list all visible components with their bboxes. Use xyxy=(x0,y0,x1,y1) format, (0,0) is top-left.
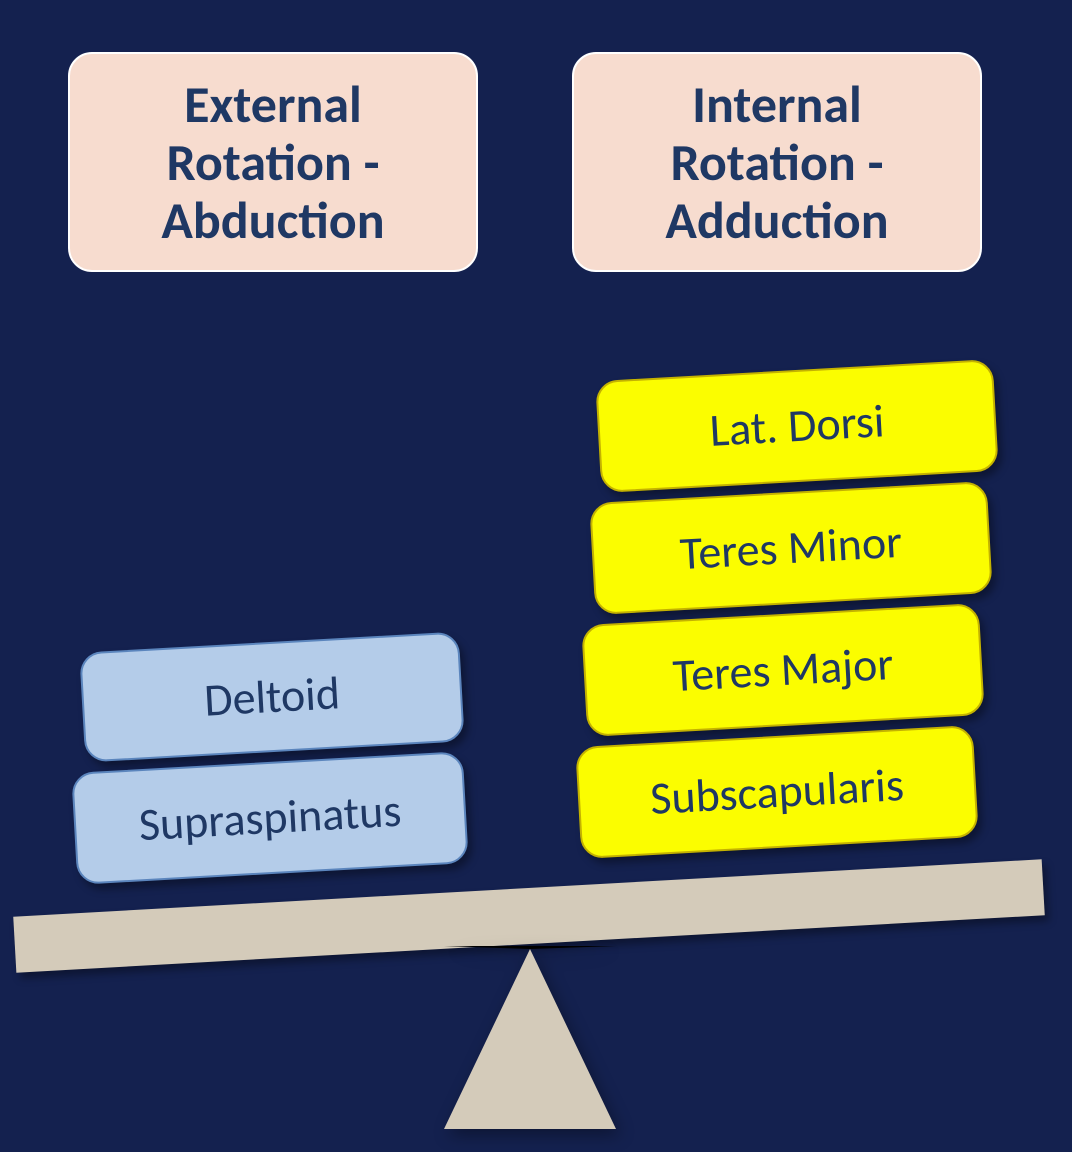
muscle-subscapularis: Subscapularis xyxy=(575,725,979,859)
muscle-teres-minor-label: Teres Minor xyxy=(678,514,903,582)
muscle-lat-dorsi: Lat. Dorsi xyxy=(595,359,999,493)
seesaw-fulcrum xyxy=(444,946,616,1129)
header-right-line3: Adduction xyxy=(665,188,888,252)
muscle-teres-minor: Teres Minor xyxy=(589,481,993,615)
muscle-teres-major: Teres Major xyxy=(581,603,985,737)
muscle-deltoid: Deltoid xyxy=(79,631,465,762)
muscle-supraspinatus-label: Supraspinatus xyxy=(137,783,402,854)
header-left-line1: External xyxy=(184,72,362,136)
header-right-line1: Internal xyxy=(692,72,862,136)
header-external-rotation: External Rotation - Abduction xyxy=(68,52,478,272)
header-right-line2: Rotation - xyxy=(670,130,883,194)
muscle-supraspinatus: Supraspinatus xyxy=(71,751,469,885)
muscle-lat-dorsi-label: Lat. Dorsi xyxy=(708,393,886,459)
header-left-line2: Rotation - xyxy=(166,130,379,194)
muscle-subscapularis-label: Subscapularis xyxy=(649,757,906,827)
muscle-deltoid-label: Deltoid xyxy=(203,665,342,728)
header-left-line3: Abduction xyxy=(161,188,384,252)
header-internal-rotation: Internal Rotation - Adduction xyxy=(572,52,982,272)
muscle-teres-major-label: Teres Major xyxy=(671,636,894,704)
diagram-stage: External Rotation - Abduction Internal R… xyxy=(0,0,1072,1152)
